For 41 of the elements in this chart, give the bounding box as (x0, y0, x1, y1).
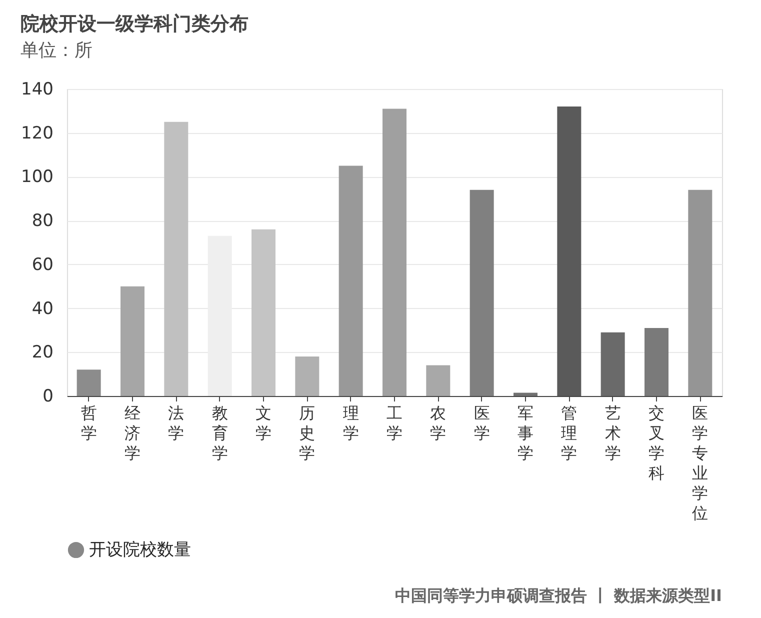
x-tick-label: 管理学 (561, 404, 578, 462)
bar (600, 332, 625, 396)
bar (295, 356, 320, 396)
bar (688, 190, 712, 396)
x-tick-label: 哲学 (80, 404, 97, 442)
bar (557, 106, 582, 396)
y-tick-label: 60 (32, 254, 54, 275)
y-tick-label: 140 (21, 80, 54, 100)
y-tick-label: 0 (42, 386, 54, 406)
x-tick-label: 历史学 (299, 404, 316, 462)
bar (252, 229, 276, 396)
x-tick-label: 教育学 (212, 404, 228, 462)
bar (120, 286, 144, 396)
bar (338, 166, 363, 396)
x-tick-label: 文学 (256, 404, 272, 442)
x-tick-label: 医学专业学位 (692, 404, 708, 522)
x-tick-label: 法学 (168, 404, 184, 442)
bar (382, 108, 406, 396)
x-tick-label: 艺术学 (604, 404, 621, 462)
bar (644, 328, 668, 396)
text: 中国同等学力申硕调查报告 丨 数据来源类型II (394, 586, 722, 605)
x-tick-label: 工学 (386, 404, 402, 442)
bar (514, 392, 538, 396)
chart-subtitle: 单位：所 (20, 40, 93, 61)
x-tick-label: 交叉学科 (648, 404, 664, 482)
x-tick-label: 医学 (474, 404, 490, 442)
bar (164, 122, 188, 396)
x-tick-label: 理学 (342, 404, 359, 442)
y-tick-label: 120 (21, 123, 54, 144)
x-tick-label: 军事学 (518, 404, 534, 462)
bar (76, 370, 101, 396)
legend-label: 开设院校数量 (89, 540, 191, 560)
x-tick-label: 农学 (430, 404, 446, 442)
y-tick-label: 80 (32, 211, 54, 232)
chart-title: 院校开设一级学科门类分布 (20, 13, 249, 35)
y-tick-label: 100 (21, 167, 54, 188)
y-tick-label: 20 (32, 342, 54, 363)
bar (426, 365, 450, 396)
x-tick-label: 经济学 (124, 404, 140, 462)
bar (470, 190, 494, 396)
y-tick-label: 40 (32, 298, 54, 319)
